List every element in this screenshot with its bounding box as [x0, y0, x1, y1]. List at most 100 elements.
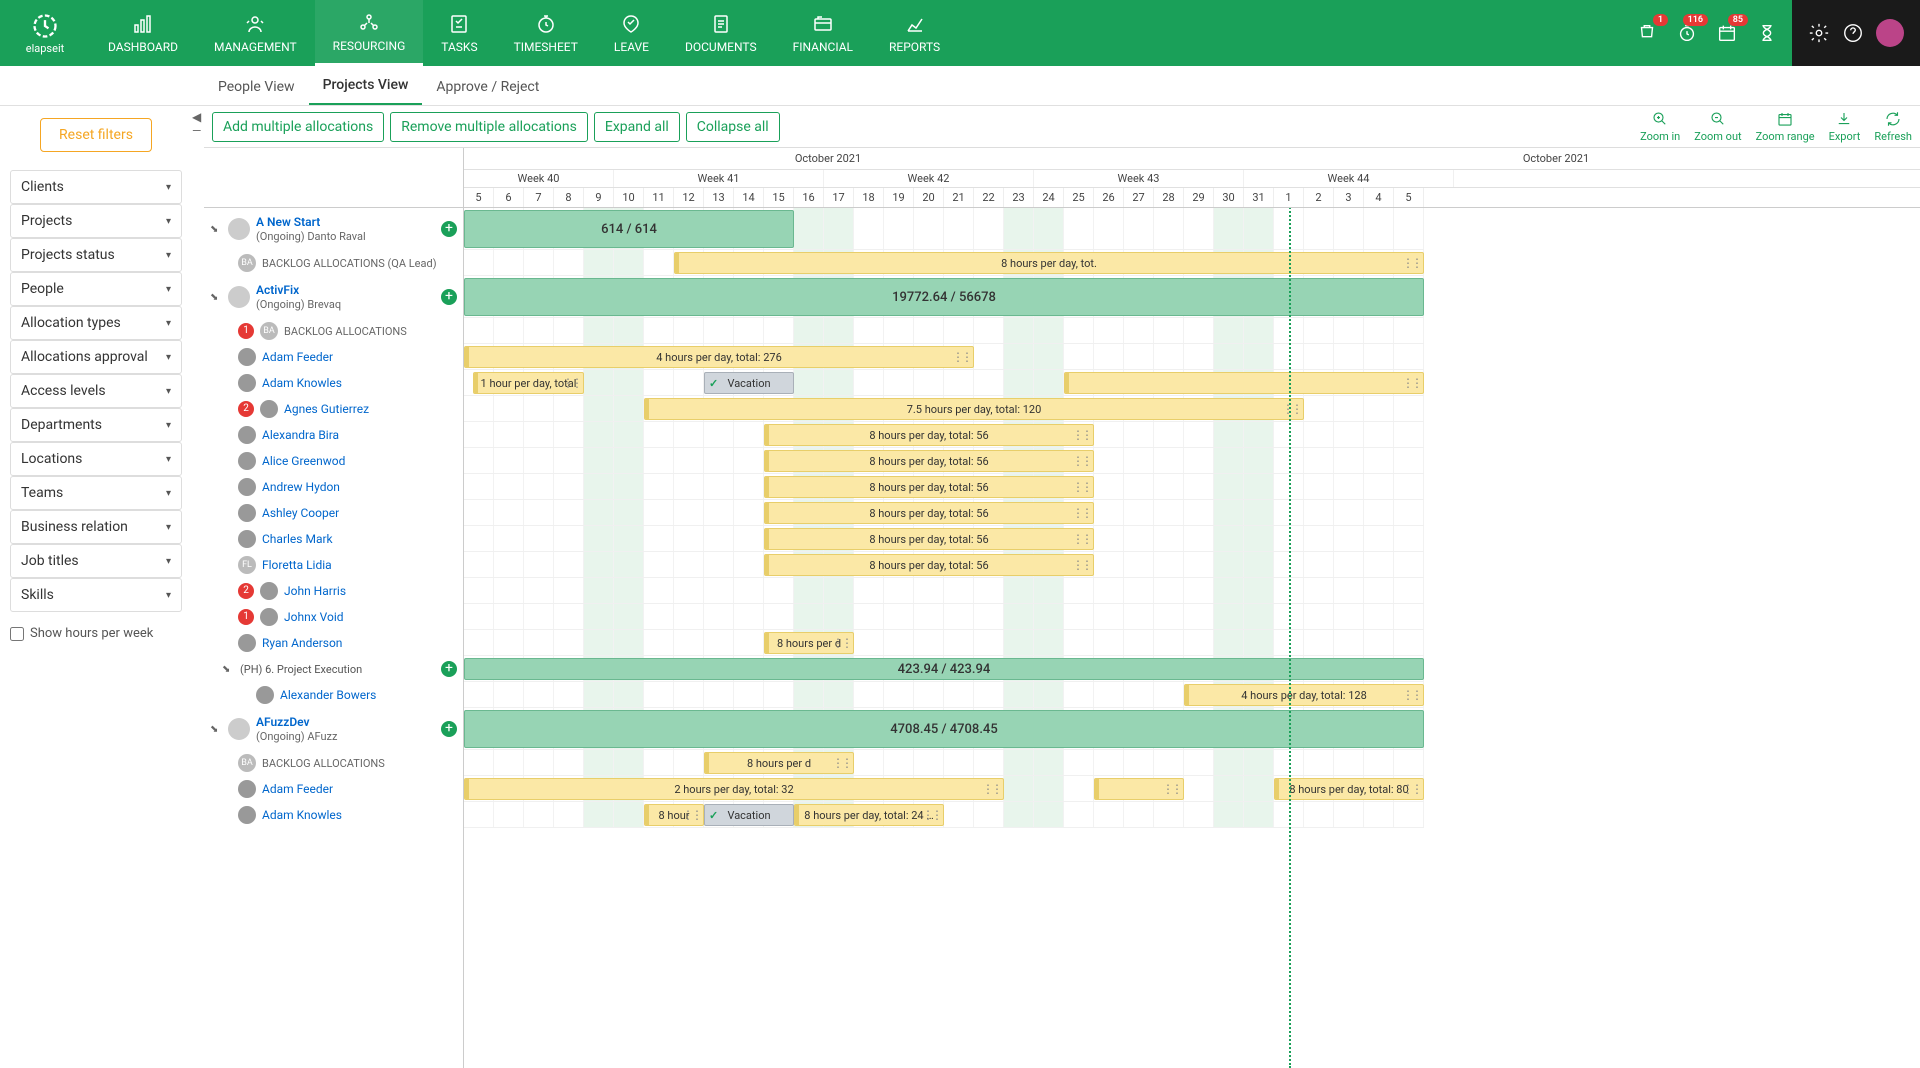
person-link[interactable]: Andrew Hydon — [262, 480, 340, 494]
grip-icon[interactable]: ⋮⋮ — [982, 782, 1000, 796]
nav-tasks[interactable]: TASKS — [423, 0, 495, 66]
brand-logo[interactable]: elapseit — [0, 0, 90, 66]
add-icon[interactable]: + — [441, 289, 457, 305]
person-row[interactable]: FLFloretta Lidia — [204, 552, 463, 578]
grip-icon[interactable]: ⋮⋮ — [1162, 782, 1180, 796]
person-link[interactable]: Agnes Gutierrez — [284, 402, 369, 416]
export-button[interactable]: Export — [1829, 110, 1861, 143]
person-link[interactable]: Floretta Lidia — [262, 558, 332, 572]
person-row[interactable]: Adam Feeder — [204, 776, 463, 802]
allocation-bar[interactable]: 8 hours per day, total: 56⋮⋮ — [764, 554, 1094, 576]
allocation-bar[interactable]: 8 hours per day, total: 56⋮⋮ — [764, 502, 1094, 524]
allocation-bar[interactable]: 2 hours per day, total: 32⋮⋮ — [464, 778, 1004, 800]
person-row[interactable]: 2Agnes Gutierrez — [204, 396, 463, 422]
person-row[interactable]: 2John Harris — [204, 578, 463, 604]
grip-icon[interactable]: ⋮⋮ — [1072, 532, 1090, 546]
remove-allocations-button[interactable]: Remove multiple allocations — [390, 112, 588, 142]
vacation-bar[interactable]: Vacation — [704, 804, 794, 826]
allocation-bar[interactable]: 4 hours per day, total: 128⋮⋮ — [1184, 684, 1424, 706]
person-row[interactable]: 1Johnx Void — [204, 604, 463, 630]
project-row[interactable]: ⬊A New Start(Ongoing) Danto Raval+ — [204, 208, 463, 250]
phase-row[interactable]: ⬊(PH) 6. Project Execution+ — [204, 656, 463, 682]
person-row[interactable]: Alice Greenwod — [204, 448, 463, 474]
grip-icon[interactable]: ⋮⋮ — [562, 376, 580, 390]
filter-clients[interactable]: Clients — [10, 170, 182, 204]
person-row[interactable]: Alexandra Bira — [204, 422, 463, 448]
notif-clock-icon[interactable]: 116 — [1670, 16, 1704, 50]
filter-job-titles[interactable]: Job titles — [10, 544, 182, 578]
person-row[interactable]: Charles Mark — [204, 526, 463, 552]
allocation-bar[interactable]: 8 hours per d⋮⋮ — [704, 752, 854, 774]
filter-skills[interactable]: Skills — [10, 578, 182, 612]
checkbox-input[interactable] — [10, 627, 24, 641]
nav-management[interactable]: MANAGEMENT — [196, 0, 315, 66]
summary-bar[interactable]: 4708.45 / 4708.45 — [464, 710, 1424, 748]
filter-projects-status[interactable]: Projects status — [10, 238, 182, 272]
filter-teams[interactable]: Teams — [10, 476, 182, 510]
allocation-bar[interactable]: 8 hour⋮⋮ — [644, 804, 704, 826]
person-row[interactable]: Andrew Hydon — [204, 474, 463, 500]
filter-people[interactable]: People — [10, 272, 182, 306]
tab-people[interactable]: People View — [204, 69, 309, 105]
filter-business-relation[interactable]: Business relation — [10, 510, 182, 544]
help-icon[interactable] — [1842, 22, 1864, 44]
grip-icon[interactable]: ⋮⋮ — [1402, 782, 1420, 796]
project-link[interactable]: A New Start — [256, 215, 435, 229]
filter-allocations-approval[interactable]: Allocations approval — [10, 340, 182, 374]
grip-icon[interactable]: ⋮⋮ — [832, 756, 850, 770]
nav-dashboard[interactable]: DASHBOARD — [90, 0, 196, 66]
vacation-bar[interactable]: Vacation — [704, 372, 794, 394]
nav-reports[interactable]: REPORTS — [871, 0, 958, 66]
nav-leave[interactable]: LEAVE — [596, 0, 667, 66]
filter-projects[interactable]: Projects — [10, 204, 182, 238]
project-link[interactable]: AFuzzDev — [256, 715, 435, 729]
nav-financial[interactable]: FINANCIAL — [775, 0, 871, 66]
project-row[interactable]: ⬊AFuzzDev(Ongoing) AFuzz+ — [204, 708, 463, 750]
allocation-bar[interactable]: 1 hour per day, total⋮⋮ — [473, 372, 584, 394]
summary-bar[interactable]: 19772.64 / 56678 — [464, 278, 1424, 316]
expand-arrow-icon[interactable]: ⬊ — [210, 724, 222, 735]
grip-icon[interactable]: ⋮⋮ — [1072, 506, 1090, 520]
grip-icon[interactable]: ⋮⋮ — [1072, 480, 1090, 494]
user-avatar[interactable] — [1876, 19, 1904, 47]
allocation-bar[interactable]: 4 hours per day, total: 276⋮⋮ — [464, 346, 974, 368]
show-hours-checkbox[interactable]: Show hours per week — [10, 626, 182, 641]
person-link[interactable]: John Harris — [284, 584, 346, 598]
person-link[interactable]: Adam Knowles — [262, 808, 342, 822]
collapse-all-button[interactable]: Collapse all — [686, 112, 780, 142]
person-link[interactable]: Alexandra Bira — [262, 428, 339, 442]
expand-arrow-icon[interactable]: ⬊ — [210, 292, 222, 303]
filter-access-levels[interactable]: Access levels — [10, 374, 182, 408]
notif-calendar-icon[interactable]: 85 — [1710, 16, 1744, 50]
filter-allocation-types[interactable]: Allocation types — [10, 306, 182, 340]
expand-arrow-icon[interactable]: ⬊ — [210, 224, 222, 235]
gear-icon[interactable] — [1808, 22, 1830, 44]
person-link[interactable]: Alexander Bowers — [280, 688, 376, 702]
project-link[interactable]: ActivFix — [256, 283, 435, 297]
zoom-out-button[interactable]: Zoom out — [1694, 110, 1741, 143]
zoom-range-button[interactable]: Zoom range — [1756, 110, 1815, 143]
summary-bar[interactable]: 614 / 614 — [464, 210, 794, 248]
grip-icon[interactable]: ⋮⋮ — [1072, 428, 1090, 442]
person-row[interactable]: Adam Knowles — [204, 370, 463, 396]
add-icon[interactable]: + — [441, 661, 457, 677]
grip-icon[interactable]: ⋮⋮ — [922, 808, 940, 822]
grip-icon[interactable]: ⋮⋮ — [1402, 376, 1420, 390]
add-icon[interactable]: + — [441, 221, 457, 237]
notif-hourglass-icon[interactable] — [1750, 16, 1784, 50]
person-link[interactable]: Ashley Cooper — [262, 506, 339, 520]
person-link[interactable]: Adam Feeder — [262, 350, 333, 364]
tab-approve[interactable]: Approve / Reject — [422, 69, 553, 105]
project-row[interactable]: ⬊ActivFix(Ongoing) Brevaq+ — [204, 276, 463, 318]
allocation-bar[interactable]: 8 hours per day, total: 56⋮⋮ — [764, 424, 1094, 446]
zoom-in-button[interactable]: Zoom in — [1640, 110, 1680, 143]
grip-icon[interactable]: ⋮⋮ — [1402, 256, 1420, 270]
filter-locations[interactable]: Locations — [10, 442, 182, 476]
reset-filters-button[interactable]: Reset filters — [40, 118, 152, 152]
notif-cart-icon[interactable]: 1 — [1630, 16, 1664, 50]
grip-icon[interactable]: ⋮⋮ — [1282, 402, 1300, 416]
allocation-bar[interactable]: ⋮⋮ — [1094, 778, 1184, 800]
allocation-bar[interactable]: 8 hours per day, total: 24 …⋮⋮ — [794, 804, 944, 826]
allocation-bar[interactable]: 7.5 hours per day, total: 120⋮⋮ — [644, 398, 1304, 420]
grip-icon[interactable]: ⋮⋮ — [952, 350, 970, 364]
